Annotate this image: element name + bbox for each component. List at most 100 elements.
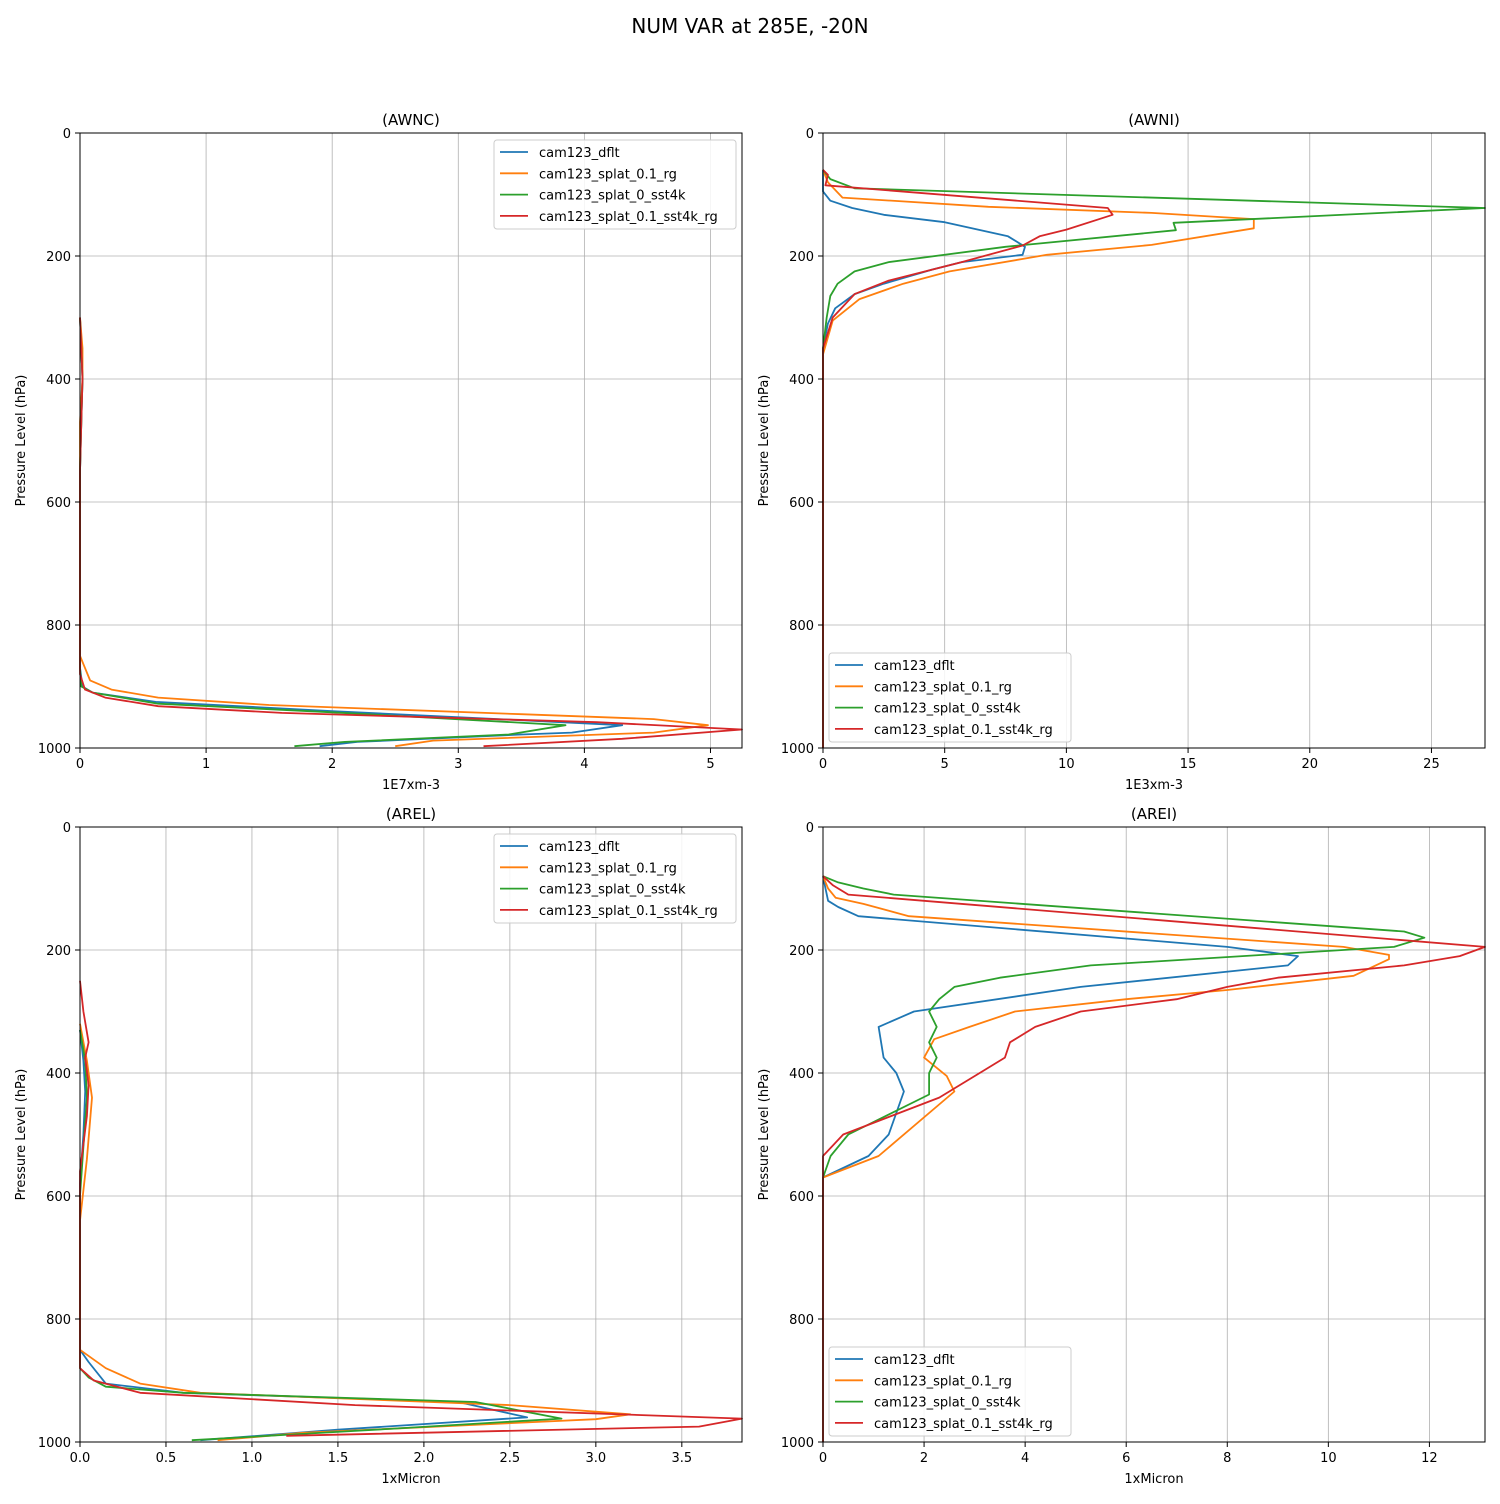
legend-label: cam123_dflt	[874, 659, 955, 674]
axes-frame	[822, 826, 1486, 1443]
axes-frame	[79, 826, 743, 1443]
series-line-cam123_splat_0.1_sst4k_rg	[79, 980, 743, 1437]
legend-label: cam123_splat_0.1_rg	[874, 680, 1012, 695]
y-tick-label: 400	[46, 1067, 71, 1082]
x-tick-label: 0	[819, 757, 827, 772]
subplot-title: (AREL)	[386, 805, 436, 823]
legend-label: cam123_splat_0.1_sst4k_rg	[874, 1417, 1053, 1432]
y-tick-label: 400	[789, 1067, 814, 1082]
x-tick-label: 20	[1301, 757, 1318, 772]
legend-box	[828, 1346, 1072, 1437]
y-axis-label: Pressure Level (hPa)	[757, 1069, 772, 1201]
x-tick-label: 2.0	[414, 1451, 435, 1466]
y-tick-label: 1000	[38, 1436, 71, 1451]
series-line-cam123_dflt	[79, 1029, 528, 1442]
series-line-cam123_dflt	[822, 876, 1299, 1442]
subplot-title: (AWNI)	[1128, 111, 1180, 129]
x-tick-label: 6	[1122, 1451, 1130, 1466]
legend-label: cam123_splat_0.1_sst4k_rg	[539, 904, 718, 919]
y-tick-label: 200	[46, 944, 71, 959]
series-line-cam123_dflt	[822, 169, 1026, 748]
x-tick-label: 10	[1320, 1451, 1337, 1466]
y-tick-label: 0	[63, 127, 71, 142]
legend-label: cam123_splat_0.1_sst4k_rg	[539, 210, 718, 225]
y-tick-label: 600	[789, 1190, 814, 1205]
y-tick-label: 200	[789, 944, 814, 959]
subplot-title: (AREI)	[1131, 805, 1177, 823]
series-line-cam123_splat_0.1_sst4k_rg	[822, 169, 1114, 748]
legend-box	[828, 652, 1072, 743]
x-axis-label: 1xMicron	[381, 1472, 440, 1487]
x-tick-label: 10	[1058, 757, 1075, 772]
x-tick-label: 4	[1021, 1451, 1029, 1466]
x-axis-label: 1E7xm-3	[382, 778, 440, 793]
y-tick-label: 200	[789, 250, 814, 265]
y-tick-label: 800	[46, 1313, 71, 1328]
legend-box	[493, 833, 737, 924]
x-tick-label: 3.0	[586, 1451, 607, 1466]
y-axis-label: Pressure Level (hPa)	[757, 375, 772, 507]
x-tick-label: 1	[202, 757, 210, 772]
figure-title: NUM VAR at 285E, -20N	[631, 14, 869, 38]
legend: cam123_dflt cam123_splat_0.1_rg cam123_spl…	[493, 139, 737, 230]
subplot-3: 0.0 0.5 1.0 1.5 2.0 2.5 3.0 3.5 0 200 400 600 800 100…	[14, 805, 743, 1487]
legend-label: cam123_splat_0.1_sst4k_rg	[874, 723, 1053, 738]
x-tick-label: 4	[580, 757, 588, 772]
y-tick-label: 1000	[781, 1436, 814, 1451]
x-tick-label: 0.0	[70, 1451, 91, 1466]
y-tick-label: 1000	[781, 742, 814, 757]
legend-label: cam123_dflt	[874, 1353, 955, 1368]
x-tick-label: 3	[454, 757, 462, 772]
legend-label: cam123_splat_0_sst4k	[539, 883, 686, 898]
y-tick-label: 800	[46, 619, 71, 634]
legend-label: cam123_splat_0_sst4k	[874, 702, 1021, 717]
y-tick-label: 600	[46, 496, 71, 511]
x-tick-label: 5	[941, 757, 949, 772]
axes-frame	[79, 132, 743, 749]
x-tick-label: 1.0	[242, 1451, 263, 1466]
y-tick-label: 600	[46, 1190, 71, 1205]
series-line-cam123_splat_0_sst4k	[822, 169, 1486, 748]
x-tick-label: 0	[76, 757, 84, 772]
legend-label: cam123_dflt	[539, 840, 620, 855]
legend-label: cam123_splat_0_sst4k	[874, 1396, 1021, 1411]
legend-label: cam123_splat_0.1_rg	[874, 1374, 1012, 1389]
y-tick-label: 1000	[38, 742, 71, 757]
axes-frame	[822, 132, 1486, 749]
series-line-cam123_splat_0.1_sst4k_rg	[822, 875, 1486, 1442]
legend-label: cam123_dflt	[539, 146, 620, 161]
x-tick-label: 0	[819, 1451, 827, 1466]
legend: cam123_dflt cam123_splat_0.1_rg cam123_spl…	[828, 1346, 1072, 1437]
x-tick-label: 15	[1180, 757, 1197, 772]
series-line-cam123_dflt	[79, 317, 624, 748]
x-tick-label: 8	[1223, 1451, 1231, 1466]
series-line-cam123_splat_0.1_sst4k_rg	[79, 317, 743, 748]
series-line-cam123_splat_0.1_rg	[822, 875, 1390, 1179]
y-tick-label: 400	[46, 373, 71, 388]
x-tick-label: 1.5	[328, 1451, 349, 1466]
x-tick-label: 2	[920, 1451, 928, 1466]
subplot-1: 0 1 2 3 4 5 0 200 400 600 800 1000 (AWNC) 1E7xm-3 Pres…	[14, 111, 743, 793]
series-line-cam123_splat_0.1_rg	[79, 317, 709, 748]
x-tick-label: 2.5	[500, 1451, 521, 1466]
series-line-cam123_splat_0_sst4k	[822, 875, 1426, 1442]
y-tick-label: 600	[789, 496, 814, 511]
y-axis-label: Pressure Level (hPa)	[14, 375, 29, 507]
series-line-cam123_splat_0_sst4k	[79, 1029, 563, 1442]
x-tick-label: 3.5	[671, 1451, 692, 1466]
subplot-4: 0 2 4 6 8 10 12 0 200 400 600 800 1000 (AREI) 1xMicron…	[757, 805, 1486, 1487]
y-tick-label: 0	[806, 127, 814, 142]
x-tick-label: 2	[328, 757, 336, 772]
series-line-cam123_splat_0.1_rg	[822, 169, 1255, 748]
y-axis-label: Pressure Level (hPa)	[14, 1069, 29, 1201]
x-tick-label: 0.5	[156, 1451, 177, 1466]
legend-box	[493, 139, 737, 230]
y-tick-label: 0	[63, 821, 71, 836]
x-tick-label: 12	[1421, 1451, 1438, 1466]
legend-label: cam123_splat_0_sst4k	[539, 189, 686, 204]
y-tick-label: 800	[789, 619, 814, 634]
series-line-cam123_splat_0.1_rg	[79, 1023, 632, 1442]
x-axis-label: 1E3xm-3	[1125, 778, 1183, 793]
legend: cam123_dflt cam123_splat_0.1_rg cam123_spl…	[828, 652, 1072, 743]
